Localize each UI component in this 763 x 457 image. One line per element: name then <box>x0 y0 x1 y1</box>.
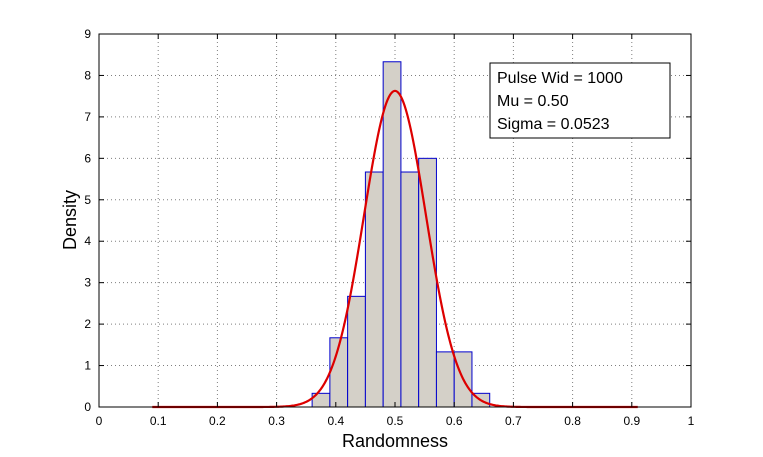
y-tick-label: 7 <box>84 110 91 124</box>
y-axis-label: Density <box>60 190 80 250</box>
x-tick-label: 0.8 <box>564 414 581 428</box>
x-tick-label: 0.4 <box>327 414 344 428</box>
x-tick-label: 0.5 <box>387 414 404 428</box>
histogram-bar <box>400 171 420 408</box>
annotation-sigma: Sigma = 0.0523 <box>497 116 610 133</box>
histogram-bar <box>382 61 402 408</box>
annotation-frame <box>489 62 671 139</box>
x-tick-label: 0.9 <box>623 414 640 428</box>
y-tick-labels: 0 1 2 3 4 5 6 7 8 9 <box>84 27 91 414</box>
histogram-bar <box>364 171 384 408</box>
y-tick-label: 8 <box>84 68 91 82</box>
y-tick-label: 1 <box>84 359 91 373</box>
annotation-box: Pulse Wid = 1000 Mu = 0.50 Sigma = 0.052… <box>489 62 671 139</box>
x-axis-label: Randomness <box>342 431 448 451</box>
x-tick-label: 0.6 <box>446 414 463 428</box>
annotation-pulse-width: Pulse Wid = 1000 <box>497 70 623 87</box>
histogram-bar <box>435 351 455 408</box>
histogram-bar <box>347 295 366 408</box>
y-tick-label: 0 <box>84 400 91 414</box>
axis-ticks <box>98 33 692 408</box>
x-tick-label: 0.2 <box>209 414 226 428</box>
y-tick-label: 3 <box>84 276 91 290</box>
histogram-bar <box>418 157 437 408</box>
x-tick-label: 0.3 <box>268 414 285 428</box>
x-tick-label: 0.1 <box>150 414 167 428</box>
x-tick-labels: 0 0.1 0.2 0.3 0.4 0.5 0.6 0.7 0.8 0.9 1 <box>96 414 695 428</box>
x-tick-label: 0 <box>96 414 103 428</box>
y-tick-label: 4 <box>84 234 91 248</box>
x-tick-label: 1 <box>688 414 695 428</box>
annotation-mu: Mu = 0.50 <box>497 93 569 110</box>
x-tick-label: 0.7 <box>505 414 522 428</box>
y-tick-label: 2 <box>84 317 91 331</box>
y-tick-label: 5 <box>84 193 91 207</box>
y-tick-label: 9 <box>84 27 91 41</box>
histogram-bars <box>311 61 491 408</box>
y-tick-label: 6 <box>84 151 91 165</box>
